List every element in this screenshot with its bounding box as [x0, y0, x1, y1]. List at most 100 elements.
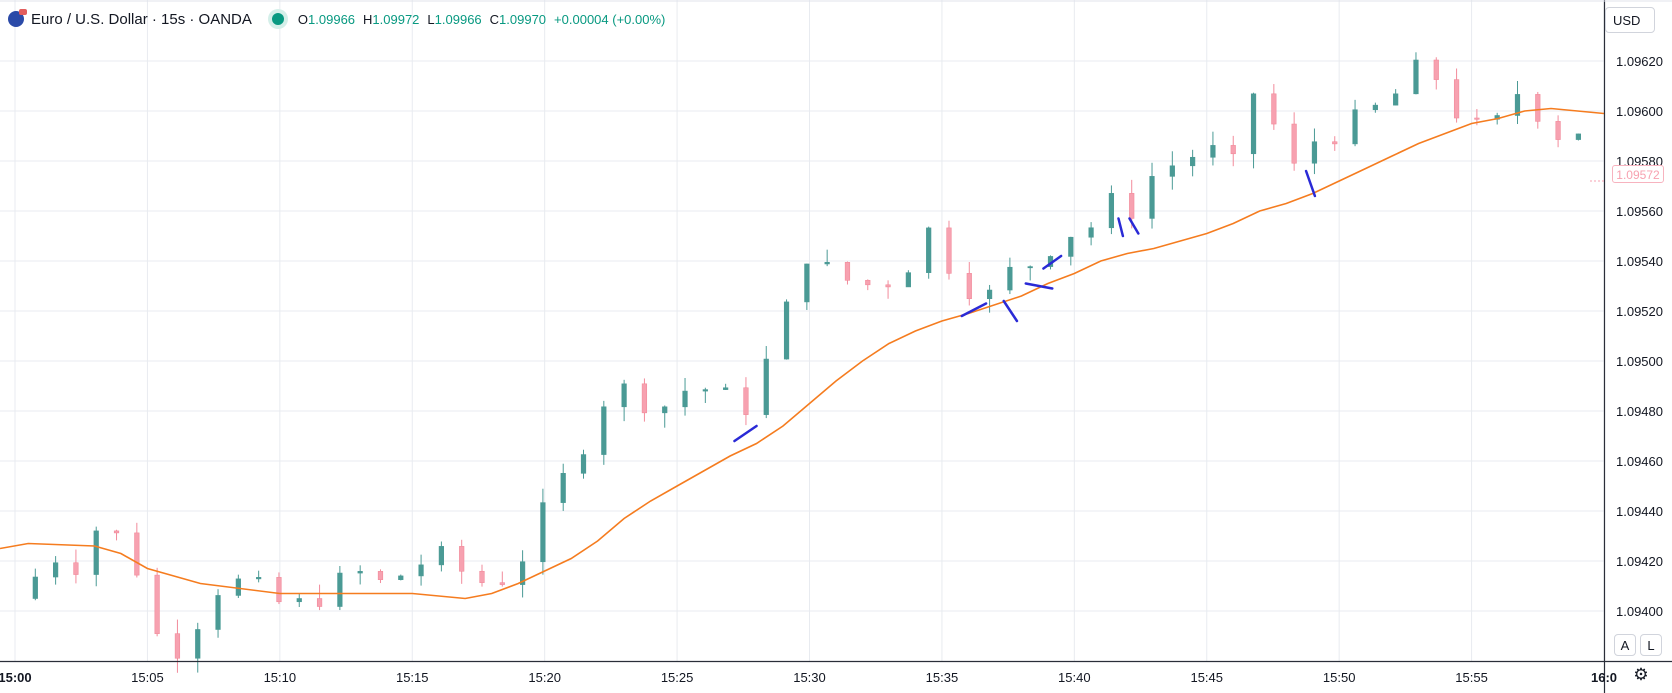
candle-up [601, 406, 607, 455]
candle-up [93, 530, 99, 575]
trendline [960, 302, 988, 318]
candle-up [1149, 176, 1155, 219]
chart-legend: Euro / U.S. Dollar · 15s · OANDA O1.0996… [8, 8, 665, 30]
candle-down [113, 530, 120, 534]
candle-up [662, 406, 668, 414]
candle-up [1413, 59, 1419, 95]
grid-lines [0, 0, 1605, 661]
time-tick-label: 15:25 [661, 670, 694, 685]
candle-up [905, 272, 911, 288]
price-tick-label: 1.09560 [1616, 204, 1663, 219]
candle-down [154, 574, 160, 634]
candle-up [438, 546, 444, 566]
trendline [1002, 299, 1019, 323]
candle-up [1514, 94, 1521, 116]
time-tick-label: 15:45 [1190, 670, 1223, 685]
candle-up [1393, 93, 1399, 106]
candle-down [885, 284, 891, 288]
candle-down [73, 562, 79, 575]
candle-up [560, 473, 566, 503]
price-tick-label: 1.09620 [1616, 54, 1663, 69]
candle-up [1250, 93, 1257, 155]
candle-up [53, 562, 59, 578]
candle-down [1453, 79, 1460, 119]
candle-up [337, 572, 343, 607]
price-tick-label: 1.09500 [1616, 354, 1663, 369]
candle-down [1271, 93, 1277, 125]
price-tick-label: 1.09400 [1616, 604, 1663, 619]
market-status-icon[interactable] [271, 13, 284, 25]
candle-up [215, 595, 221, 630]
ohlc-open: O1.09966 [297, 11, 356, 27]
trendline [1024, 282, 1054, 290]
eur-usd-flag-icon [8, 9, 27, 27]
moving-average-path [0, 107, 1605, 600]
candle-down [946, 227, 952, 274]
candle-up [1088, 227, 1094, 238]
price-tick-label: 1.09460 [1616, 454, 1663, 469]
trendline [1304, 169, 1317, 198]
candle-down [1474, 117, 1480, 120]
log-scale-button[interactable]: L [1640, 634, 1662, 656]
time-tick-label: 15:00 [0, 670, 32, 685]
candle-up [1210, 145, 1216, 158]
candle-down [1291, 123, 1297, 164]
ohlc-close: C1.09970 [489, 11, 547, 27]
price-axis-labels[interactable]: 1.096201.096001.095801.095601.095401.095… [1616, 54, 1663, 619]
candle-up [520, 561, 526, 585]
candle-down [1433, 59, 1439, 80]
candle-up [418, 564, 424, 577]
candle-down [134, 532, 140, 576]
candle-down [377, 571, 384, 580]
candle-up [235, 578, 241, 596]
auto-scale-button[interactable]: A [1614, 634, 1636, 656]
price-tick-label: 1.09520 [1616, 304, 1663, 319]
ohlc-low: L1.09966 [427, 11, 482, 27]
candle-up [296, 598, 302, 603]
time-tick-label: 15:30 [793, 670, 826, 685]
trendline [1128, 217, 1140, 235]
moving-average-line [0, 107, 1605, 600]
candle-down [1555, 121, 1561, 140]
price-tick-label: 1.09540 [1616, 254, 1663, 269]
candle-down [1332, 141, 1338, 145]
price-tick-label: 1.09440 [1616, 504, 1663, 519]
time-tick-label: 15:40 [1058, 670, 1091, 685]
candle-up [1169, 165, 1175, 177]
candle-up [1575, 133, 1581, 140]
candle-up [398, 575, 404, 580]
candle-up [580, 454, 587, 474]
candle-down [499, 582, 505, 585]
candle-down [276, 577, 282, 603]
candle-up [723, 387, 729, 390]
currency-button[interactable]: USD [1605, 7, 1655, 33]
candle-up [804, 263, 810, 303]
gear-icon[interactable]: ⚙ [1633, 665, 1649, 684]
candle-down [1129, 193, 1135, 219]
symbol-title[interactable]: Euro / U.S. Dollar · 15s · OANDA [31, 10, 252, 28]
candle-down [316, 598, 323, 607]
ohlc-values: O1.09966 H1.09972 L1.09966 C1.09970 +0.0… [298, 12, 665, 27]
price-tick-label: 1.09600 [1616, 104, 1663, 119]
candle-down [459, 546, 465, 572]
candle-down [966, 273, 972, 300]
time-axis-labels[interactable]: 15:00 15:05 15:10 15:15 15:20 15:25 15:30 15:35… [0, 670, 1617, 685]
candle-up [1352, 109, 1358, 145]
candle-up [621, 383, 627, 408]
trendline [733, 424, 758, 443]
candle-up [256, 577, 262, 580]
trendline [1042, 254, 1063, 270]
candle-up [824, 262, 830, 265]
candle-down [844, 262, 851, 281]
candle-down [743, 387, 749, 415]
candle-up [763, 358, 769, 415]
price-tick-label: 1.09420 [1616, 554, 1663, 569]
candle-up [986, 289, 993, 300]
candle-up [1027, 266, 1033, 269]
candlesticks [32, 52, 1581, 673]
trendline-drawings[interactable] [733, 169, 1317, 443]
candle-up [1190, 156, 1196, 167]
candle-up [926, 227, 932, 273]
time-tick-label: 15:10 [264, 670, 297, 685]
